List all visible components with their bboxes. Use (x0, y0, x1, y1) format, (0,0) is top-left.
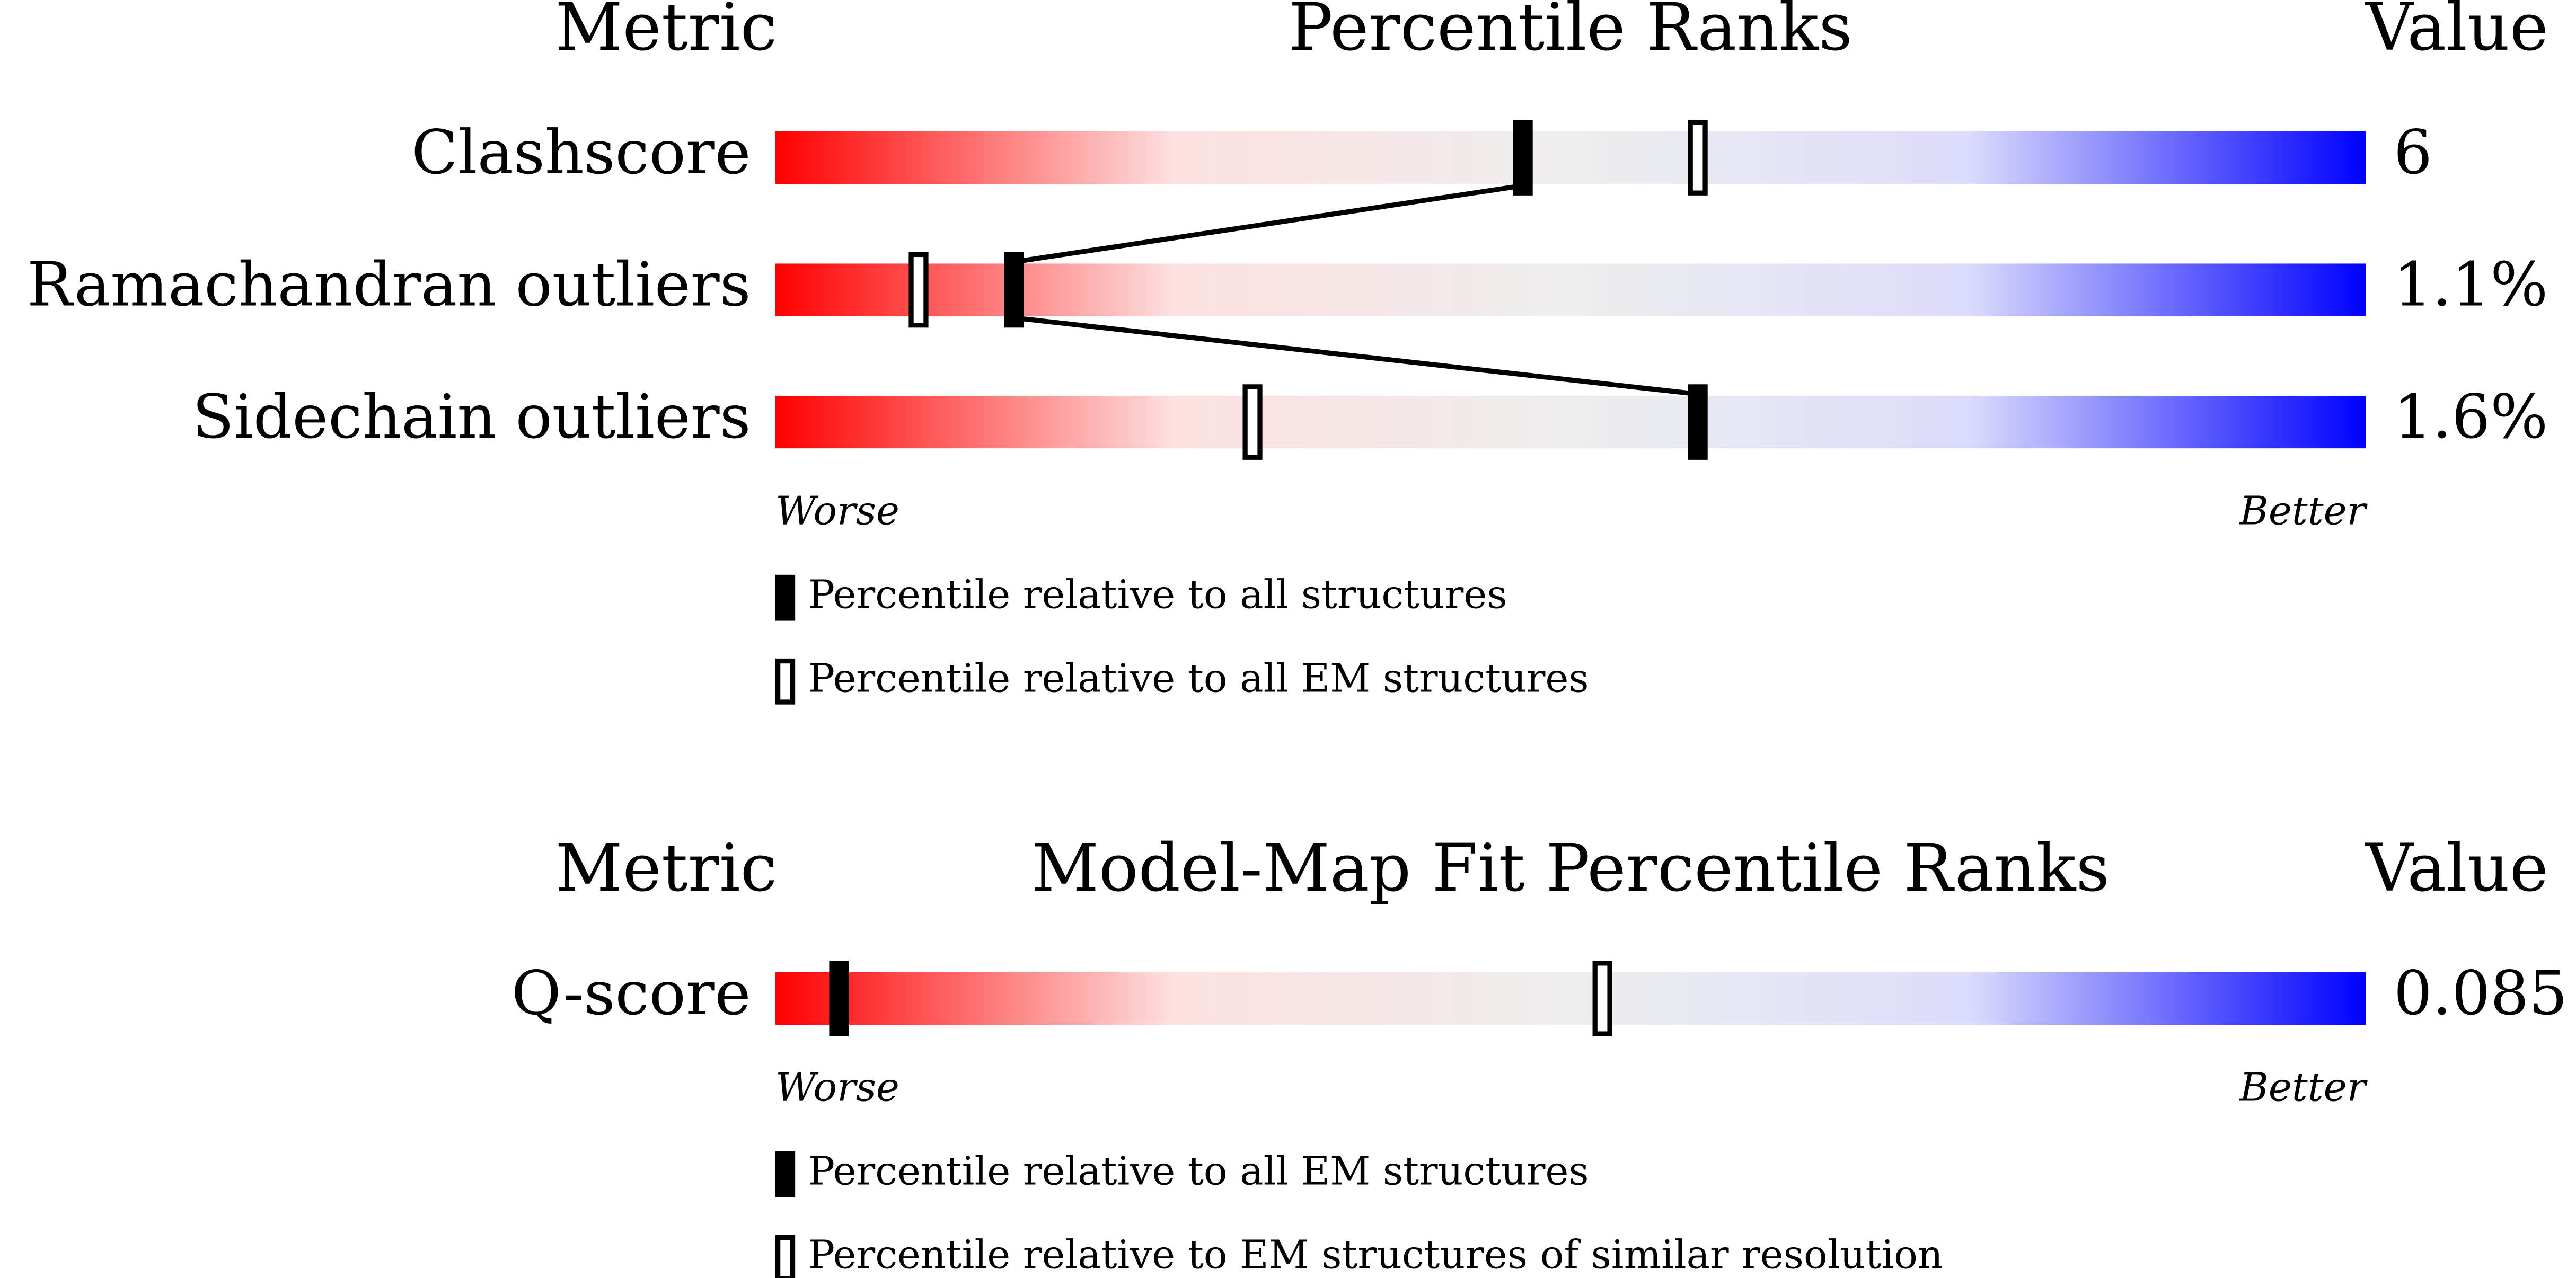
legend-label: Percentile relative to all EM structures (808, 655, 1589, 702)
legend-marker (775, 1151, 796, 1197)
legend-label: Percentile relative to all structures (808, 572, 1507, 618)
metric-label: Clashscore (411, 118, 751, 188)
worse-label: Worse (775, 1064, 899, 1110)
percentile-marker (1004, 252, 1024, 328)
value-header: Value (2365, 0, 2548, 66)
legend-marker (775, 1235, 796, 1278)
metric-header: Metric (555, 0, 777, 66)
percentile-marker (908, 252, 929, 328)
percentile-marker (829, 961, 849, 1036)
legend-marker (775, 658, 796, 705)
metric-value: 0.085 (2394, 958, 2568, 1029)
slider-bar (775, 972, 2366, 1025)
percentile-marker (1688, 120, 1708, 196)
legend-marker (775, 574, 796, 621)
legend-label: Percentile relative to EM structures of … (808, 1232, 1943, 1278)
percentile-marker (1688, 384, 1708, 460)
legend-label: Percentile relative to all EM structures (808, 1148, 1589, 1194)
percentile-marker (1513, 120, 1533, 196)
better-label: Better (2238, 1064, 2368, 1110)
better-label: Better (2238, 488, 2368, 534)
metric-value: 1.6% (2394, 382, 2548, 452)
chart-title: Percentile Ranks (1289, 0, 1852, 66)
metric-header: Metric (555, 830, 777, 907)
slider-bar (775, 395, 2366, 449)
worse-label: Worse (775, 488, 899, 534)
value-header: Value (2365, 830, 2548, 907)
metric-value: 6 (2394, 118, 2432, 188)
metric-label: Ramachandran outliers (27, 250, 751, 321)
slider-bar (775, 131, 2366, 184)
connector (1013, 183, 1523, 264)
percentile-marker (1242, 384, 1263, 460)
metric-label: Q-score (511, 958, 751, 1029)
percentile-marker (1592, 961, 1612, 1036)
slider-bar (775, 263, 2366, 316)
metric-label: Sidechain outliers (192, 382, 751, 452)
chart-title: Model-Map Fit Percentile Ranks (1031, 830, 2110, 907)
connector (1013, 315, 1698, 397)
metric-value: 1.1% (2394, 250, 2548, 321)
